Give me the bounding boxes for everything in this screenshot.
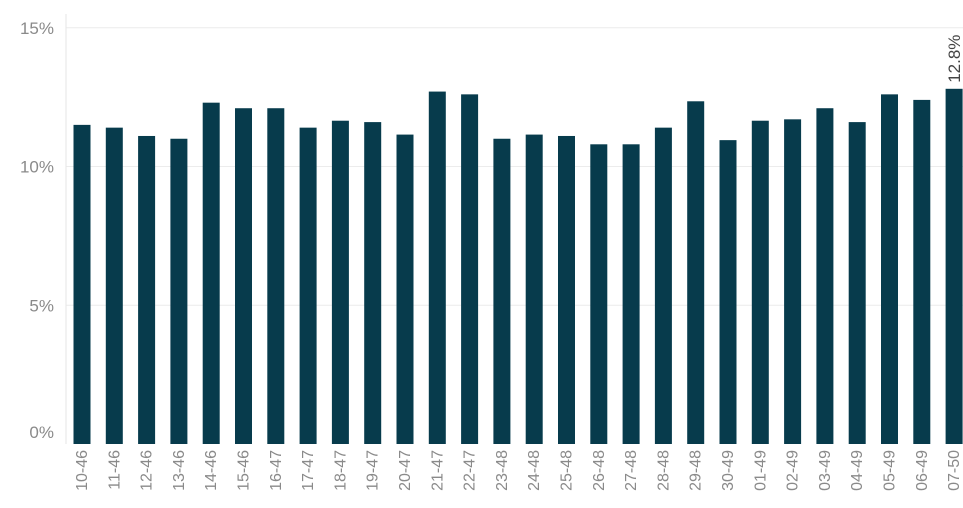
bar-04-49: [848, 122, 866, 444]
x-tick-label: 18-47: [332, 450, 349, 491]
bar-02-49: [784, 119, 802, 444]
bar-14-46: [202, 102, 220, 445]
x-tick-label: 19-47: [365, 450, 382, 491]
y-tick-label: 10%: [20, 158, 54, 177]
data-label: 12.8%: [945, 35, 963, 83]
x-tick-label: 10-46: [74, 450, 91, 491]
x-tick-label: 05-49: [882, 450, 899, 491]
bar-13-46: [170, 138, 188, 444]
y-tick-label: 15%: [20, 19, 54, 38]
x-tick-label: 11-46: [106, 450, 123, 490]
bar-26-48: [590, 144, 608, 445]
bar-25-48: [558, 135, 575, 444]
x-tick-label: 27-48: [623, 450, 640, 491]
bar-21-47: [428, 91, 446, 444]
bar-29-48: [687, 101, 705, 444]
bar-19-47: [364, 122, 382, 444]
bar-22-47: [461, 94, 479, 444]
x-tick-label: 22-47: [462, 450, 479, 491]
bar-27-48: [622, 144, 640, 445]
labels: 0% 5% 10% 15% 10-46 11-46 12-46 13-46 14-46 15-46…: [20, 19, 963, 491]
x-tick-label: 30-49: [720, 450, 737, 491]
x-tick-label: 28-48: [655, 450, 672, 491]
x-tick-label: 13-46: [171, 450, 188, 491]
x-tick-label: 14-46: [203, 450, 220, 491]
bar-30-49: [719, 140, 737, 444]
bar-05-49: [881, 94, 898, 444]
x-tick-label: 03-49: [817, 450, 834, 491]
x-tick-label: 26-48: [591, 450, 608, 491]
x-tick-label: 06-49: [914, 450, 931, 491]
x-tick-label: 24-48: [526, 450, 543, 491]
x-tick-label: 20-47: [397, 450, 414, 491]
x-tick-label: 16-47: [268, 450, 285, 491]
x-tick-label: 25-48: [559, 450, 576, 491]
bar-07-50: [945, 88, 963, 445]
bar-03-49: [816, 108, 834, 444]
bar-24-48: [525, 134, 543, 444]
bar-15-46: [235, 108, 252, 444]
bar-06-49: [913, 99, 931, 445]
bar-16-47: [267, 108, 285, 444]
x-tick-label: 12-46: [139, 450, 156, 491]
bar-28-48: [654, 127, 672, 445]
y-tick-label: 0%: [29, 423, 54, 442]
bar-17-47: [299, 127, 317, 445]
bar-23-48: [493, 138, 511, 444]
x-tick-label: 15-46: [236, 450, 253, 491]
x-tick-label: 01-49: [752, 450, 769, 491]
x-tick-label: 17-47: [300, 450, 317, 491]
bar-11-46: [105, 127, 123, 445]
x-tick-label: 02-49: [785, 450, 802, 491]
x-tick-label: 23-48: [494, 450, 511, 491]
bars: [73, 88, 963, 445]
bar-20-47: [396, 134, 414, 444]
x-tick-label: 04-49: [849, 450, 866, 491]
bar-01-49: [751, 120, 769, 445]
x-tick-label: 29-48: [688, 450, 705, 491]
bar-10-46: [73, 124, 91, 444]
y-tick-label: 5%: [29, 296, 54, 315]
bar-18-47: [331, 120, 349, 445]
x-tick-label: 07-50: [946, 450, 963, 491]
x-tick-label: 21-47: [429, 450, 446, 491]
bar-12-46: [138, 135, 156, 444]
